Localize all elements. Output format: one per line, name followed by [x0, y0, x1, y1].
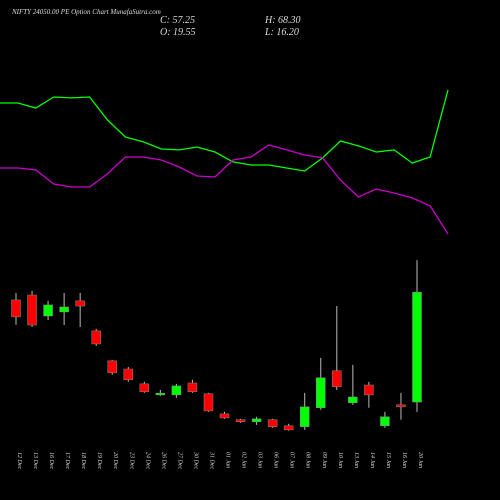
indicator-line	[0, 144, 449, 235]
candle-body	[332, 370, 342, 388]
x-tick-label: 02 Jan	[241, 452, 247, 468]
x-tick-label: 16 Dec	[48, 452, 54, 469]
x-tick-label: 23 Dec	[128, 452, 134, 469]
candle-body	[299, 406, 310, 427]
candle-body	[219, 413, 230, 419]
candle-body	[283, 425, 294, 431]
candle-body	[396, 404, 406, 408]
x-tick-label: 31 Dec	[208, 451, 214, 469]
candle-body	[267, 419, 278, 427]
candle-body	[75, 300, 85, 307]
candle-body	[43, 304, 53, 317]
candle-body	[27, 294, 37, 326]
x-tick-label: 15 Jan	[385, 452, 391, 468]
x-tick-label: 17 Dec	[64, 452, 70, 469]
low-label: L: 16.20	[264, 27, 299, 38]
x-tick-label: 01 Jan	[225, 452, 231, 468]
x-tick-label: 14 Jan	[369, 452, 376, 468]
x-tick-label: 09 Jan	[321, 452, 327, 468]
candle-body	[364, 384, 374, 396]
x-tick-label: 20 Dec	[112, 452, 118, 469]
candle-body	[155, 392, 166, 396]
x-tick-label: 13 Dec	[32, 452, 38, 469]
x-tick-label: 24 Dec	[144, 452, 151, 469]
x-tick-label: 18 Dec	[80, 452, 86, 469]
candle-body	[59, 306, 69, 313]
candle-body	[91, 330, 101, 345]
candle-body	[235, 419, 246, 422]
x-tick-label: 27 Dec	[176, 452, 182, 469]
candle-body	[251, 418, 262, 422]
x-tick-label: 19 Dec	[96, 452, 102, 469]
x-tick-label: 16 Jan	[401, 452, 407, 468]
x-tick-label: 30 Dec	[192, 451, 198, 469]
x-tick-label: 03 Jan	[257, 452, 263, 468]
candle-body	[11, 299, 21, 318]
x-tick-label: 10 Jan	[337, 452, 343, 468]
candle-body	[107, 360, 117, 374]
x-tick-label: 13 Jan	[353, 452, 359, 468]
candle-body	[380, 416, 390, 427]
indicator-line	[0, 89, 449, 172]
chart-title: NIFTY 24050.00 PE Option Chart MunafaSut…	[11, 8, 161, 16]
candle-body	[187, 382, 198, 392]
x-tick-label: 20 Jan	[417, 452, 423, 468]
candle-body	[203, 393, 214, 412]
x-tick-label: 07 Jan	[289, 452, 295, 468]
x-tick-label: 08 Jan	[305, 452, 311, 468]
x-tick-label: 06 Jan	[273, 452, 279, 468]
candle-body	[348, 396, 358, 404]
open-label: O: 19.55	[160, 27, 196, 38]
candle-body	[412, 292, 422, 403]
high-label: H: 68.30	[264, 15, 301, 26]
close-label: C: 57.25	[160, 15, 195, 26]
candle-body	[139, 383, 150, 392]
candle-body	[123, 368, 134, 381]
candle-body	[171, 385, 182, 396]
candle-body	[316, 377, 326, 408]
x-tick-label: 12 Dec	[16, 452, 22, 469]
x-tick-label: 26 Dec	[160, 452, 166, 469]
